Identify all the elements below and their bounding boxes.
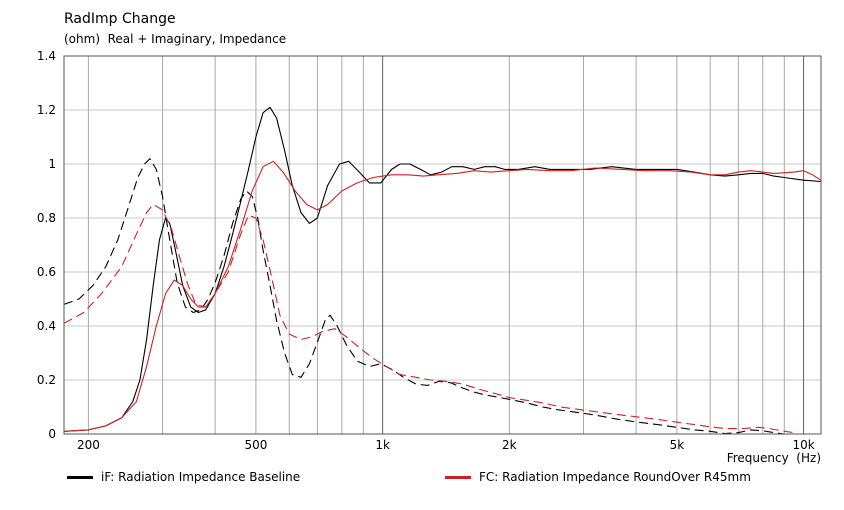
x-tick-label: 1k xyxy=(375,438,390,452)
legend-label-roundover: FC: Radiation Impedance RoundOver R45mm xyxy=(479,470,751,484)
x-tick-label: 5k xyxy=(670,438,685,452)
y-tick-label: 0 xyxy=(48,427,56,441)
x-axis-label: Frequency (Hz) xyxy=(726,451,821,465)
series-line-3-imaginary xyxy=(63,203,795,434)
legend-label-baseline: iF: Radiation Impedance Baseline xyxy=(101,470,301,484)
plot-frame xyxy=(63,55,822,435)
chart-subtitle: (ohm) Real + Imaginary, Impedance xyxy=(64,32,287,46)
y-axis-ticks: 0 0.2 0.4 0.6 0.8 1 1.2 1.4 xyxy=(37,49,56,441)
y-tick-label: 1.4 xyxy=(37,49,56,63)
y-tick-label: 1.2 xyxy=(37,103,56,117)
y-tick-label: 1 xyxy=(48,157,56,171)
chart-title: RadImp Change xyxy=(64,11,176,27)
x-tick-label: 2k xyxy=(502,438,517,452)
y-tick-label: 0.4 xyxy=(37,319,56,333)
legend-swatch-roundover xyxy=(445,475,471,479)
legend-item-roundover: FC: Radiation Impedance RoundOver R45mm xyxy=(445,470,751,484)
y-tick-label: 0.6 xyxy=(37,265,56,279)
legend-item-baseline: iF: Radiation Impedance Baseline xyxy=(67,470,300,484)
series-layer xyxy=(63,106,822,435)
series-line-1-imaginary xyxy=(63,158,785,435)
y-tick-label: 0.2 xyxy=(37,373,56,387)
y-tick-label: 0.8 xyxy=(37,211,56,225)
x-tick-label: 200 xyxy=(77,438,100,452)
grid xyxy=(64,55,821,435)
series-line-2-real xyxy=(63,160,822,432)
legend-swatch-baseline xyxy=(67,475,93,479)
x-axis-ticks: 200 500 1k 2k 5k 10k xyxy=(77,438,815,452)
x-tick-label: 10k xyxy=(792,438,814,452)
x-tick-label: 500 xyxy=(244,438,267,452)
series-line-0-real xyxy=(63,106,822,432)
